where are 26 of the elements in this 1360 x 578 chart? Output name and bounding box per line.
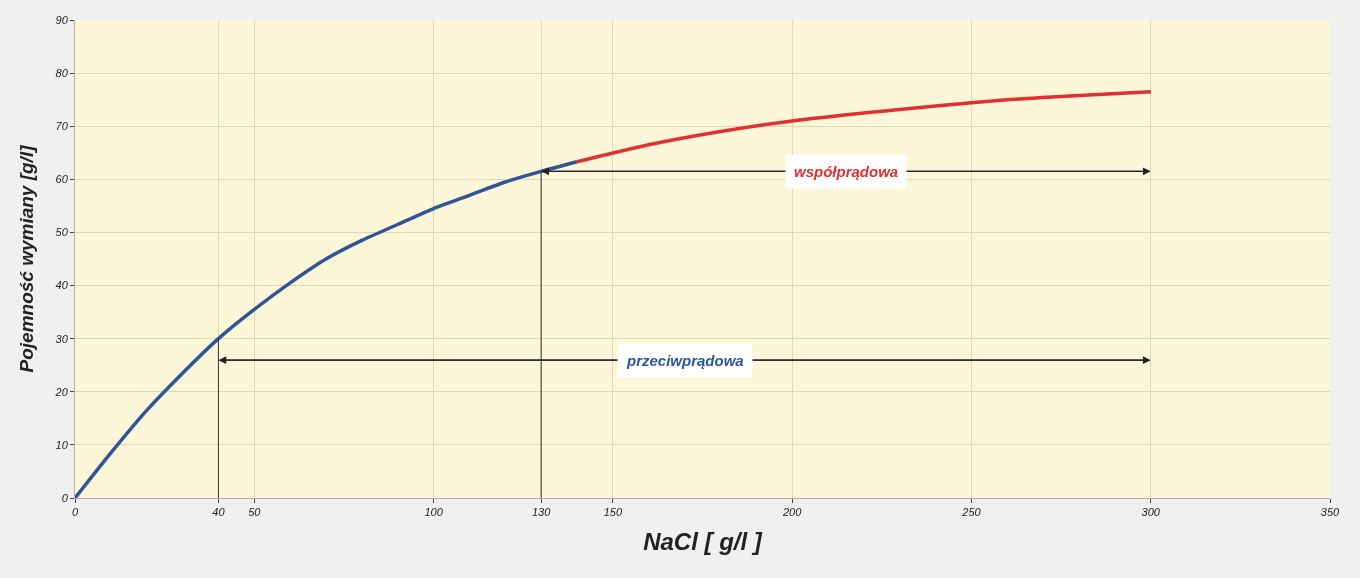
y-tick-label: 20 <box>54 385 69 398</box>
x-tick-label: 50 <box>248 506 262 519</box>
y-tick-label: 0 <box>61 491 69 504</box>
x-tick-label: 250 <box>961 506 982 519</box>
y-tick-label: 80 <box>55 66 69 79</box>
x-tick-label: 300 <box>1141 506 1161 519</box>
line-series <box>575 89 1153 164</box>
annotation: przeciwprądowa <box>626 352 744 369</box>
y-tick-label: 30 <box>55 332 69 345</box>
y-tick-label: 10 <box>55 438 69 451</box>
x-tick-label: 350 <box>1320 506 1341 519</box>
x-tick-label: 0 <box>71 506 79 519</box>
y-tick-label: 50 <box>55 226 69 239</box>
x-tick-label: 130 <box>531 506 552 519</box>
line-series <box>75 160 579 498</box>
x-tick-label: 200 <box>781 506 803 519</box>
y-axis-title: Pojemność wymiany [g/l] <box>16 144 38 373</box>
y-tick-label: 70 <box>55 120 69 133</box>
x-tick-label: 100 <box>424 506 444 519</box>
y-tick-label: 90 <box>55 13 69 26</box>
y-tick-label: 40 <box>55 279 69 292</box>
annotation: współprądowa <box>794 163 899 180</box>
x-tick-label: 150 <box>603 506 623 519</box>
x-tick-label: 40 <box>212 506 226 519</box>
y-tick-label: 60 <box>55 173 69 186</box>
x-axis-title: NaCl [ g/l ] <box>643 527 763 555</box>
